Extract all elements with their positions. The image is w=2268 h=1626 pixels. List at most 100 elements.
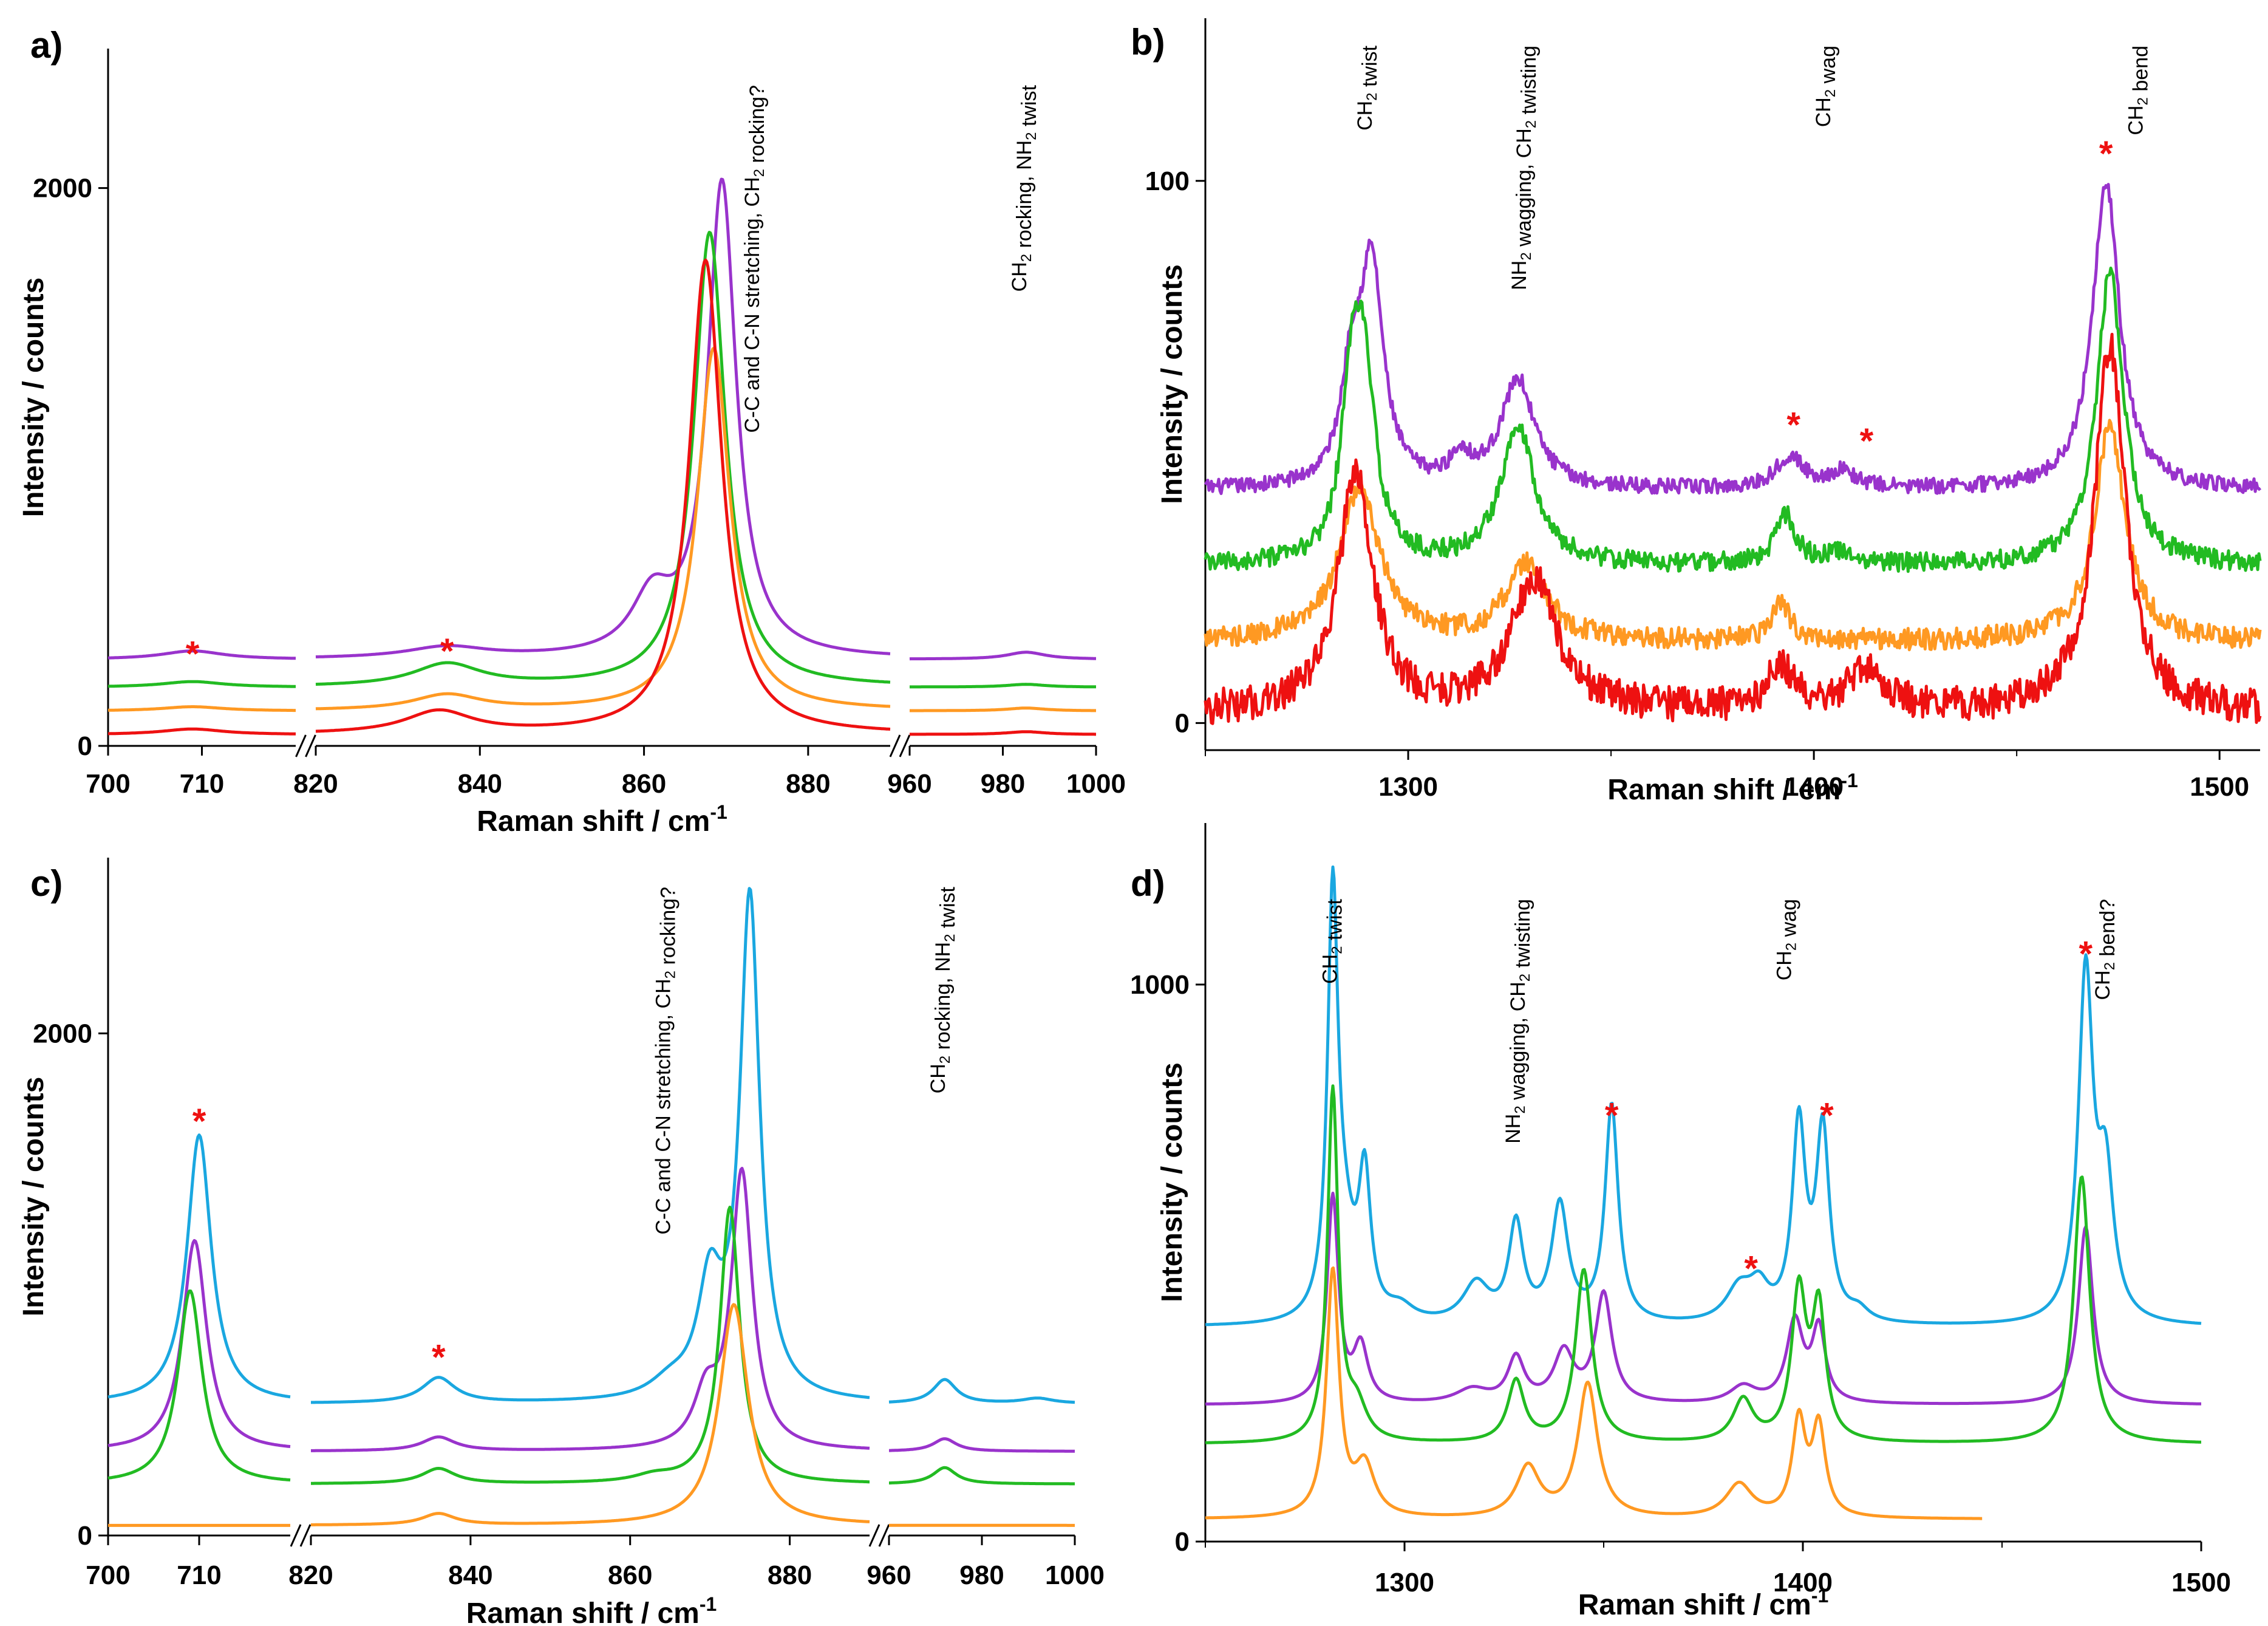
x-tick-label: 700 xyxy=(86,1560,130,1590)
series-blue-line xyxy=(888,1378,1075,1404)
x-tick-label: 820 xyxy=(288,1560,333,1590)
x-tick-label: 880 xyxy=(768,1560,812,1590)
x-tick-label: 700 xyxy=(86,769,130,799)
series-green-line xyxy=(107,680,296,688)
band-annotation: CH2 bend xyxy=(2124,46,2152,135)
axis-break-mark xyxy=(305,734,316,757)
peak-star-marker: * xyxy=(440,632,454,671)
y-axis-title: Intensity / counts xyxy=(1156,264,1188,504)
x-axis-title: Raman shift / cm-1 xyxy=(477,801,727,838)
y-tick-label: 1000 xyxy=(1130,970,1190,1000)
x-tick-label: 840 xyxy=(448,1560,492,1590)
panel-c: c) 0 2000 Intensity / counts 700 710 820 840 860… xyxy=(18,858,1105,1626)
series-red-line xyxy=(909,730,1097,736)
axis-break-mark xyxy=(295,734,307,757)
axis-break-mark xyxy=(868,1524,880,1547)
band-annotation: C-C and C-N stretching, CH2 rocking? xyxy=(741,85,769,433)
series-purple-line xyxy=(1204,183,2262,496)
band-annotation: CH2 bend? xyxy=(2091,899,2119,1000)
x-tick-label: 1500 xyxy=(2171,1568,2231,1597)
panel-label: c) xyxy=(30,863,63,904)
band-annotation: CH2 twist xyxy=(1318,898,1346,983)
series-red-line xyxy=(107,727,296,736)
x-axis-title: Raman shift / cm-1 xyxy=(1607,770,1858,806)
peak-star-marker: * xyxy=(2099,134,2113,174)
x-tick-label: 980 xyxy=(981,769,1025,799)
y-axis-title: Intensity / counts xyxy=(18,1077,50,1317)
series-blue-line xyxy=(310,887,870,1404)
axis-break-mark xyxy=(290,1524,302,1547)
series-orange-line xyxy=(315,346,891,711)
series-purple-line xyxy=(909,651,1097,661)
band-annotation: C-C and C-N stretching, CH2 rocking? xyxy=(652,887,679,1235)
series-red-line xyxy=(315,258,891,733)
panel-b: b) 0 100 Intensity / counts 1300 1400 1500 Rama… xyxy=(1131,18,2262,806)
x-tick-label: 980 xyxy=(959,1560,1004,1590)
series-orange-line xyxy=(909,706,1097,712)
band-annotation: CH2 wag xyxy=(1812,46,1840,127)
x-tick-label: 1400 xyxy=(1773,1568,1833,1597)
y-tick-label: 0 xyxy=(78,731,92,761)
x-tick-label: 860 xyxy=(608,1560,652,1590)
band-annotation: CH2 wag xyxy=(1773,899,1800,980)
y-tick-label: 2000 xyxy=(33,1019,92,1048)
x-tick-label: 820 xyxy=(293,769,338,799)
panel-label: b) xyxy=(1131,22,1165,63)
axis-break-mark xyxy=(299,1524,312,1547)
panel-label: d) xyxy=(1131,863,1165,904)
x-tick-label: 1000 xyxy=(1066,769,1126,799)
series-green-line xyxy=(1204,266,2262,573)
series-green-line xyxy=(909,683,1097,689)
series-orange-line xyxy=(107,705,296,712)
y-tick-label: 0 xyxy=(78,1521,92,1551)
series-blue-line xyxy=(107,1133,291,1399)
series-green-line xyxy=(315,231,891,686)
peak-star-marker: * xyxy=(1860,422,1874,461)
x-tick-label: 1000 xyxy=(1045,1560,1105,1590)
series-green-line xyxy=(310,1206,870,1485)
series-red-line xyxy=(1204,332,2262,725)
peak-star-marker: * xyxy=(186,634,200,674)
series-orange-line xyxy=(1204,418,2262,652)
series-orange-line xyxy=(1205,1266,1983,1520)
x-tick-label: 710 xyxy=(177,1560,221,1590)
x-tick-label: 1300 xyxy=(1378,772,1438,802)
x-tick-label: 960 xyxy=(887,769,931,799)
x-tick-label: 880 xyxy=(786,769,830,799)
series-green-line xyxy=(1205,1084,2202,1444)
y-tick-label: 0 xyxy=(1175,708,1190,738)
y-tick-label: 100 xyxy=(1145,166,1190,196)
band-annotation: NH2 wagging, CH2 twisting xyxy=(1502,899,1534,1144)
y-axis-title: Intensity / counts xyxy=(18,278,50,518)
peak-star-marker: * xyxy=(432,1338,446,1378)
x-tick-label: 1300 xyxy=(1375,1568,1434,1597)
y-tick-label: 2000 xyxy=(33,174,92,203)
y-axis-title: Intensity / counts xyxy=(1156,1062,1188,1302)
peak-star-marker: * xyxy=(1605,1096,1619,1135)
series-green-line xyxy=(107,1290,291,1482)
x-tick-label: 1400 xyxy=(1784,772,1844,802)
x-axis-title: Raman shift / cm-1 xyxy=(466,1593,717,1626)
series-orange-line xyxy=(310,1303,870,1526)
panel-d: d) 0 1000 Intensity / counts 1300 1400 1500 Ram… xyxy=(1130,823,2231,1621)
series-purple-line xyxy=(315,177,891,658)
series-purple-line xyxy=(107,649,296,660)
x-axis-title: Raman shift / cm-1 xyxy=(1578,1585,1829,1621)
y-tick-label: 0 xyxy=(1175,1527,1190,1557)
peak-star-marker: * xyxy=(192,1102,206,1141)
panel-a: a) 0 2000 Intensity / counts 700 710 820 840 860… xyxy=(18,25,1126,838)
x-tick-label: 710 xyxy=(180,769,224,799)
series-purple-line xyxy=(107,1238,291,1449)
x-tick-label: 960 xyxy=(867,1560,911,1590)
band-annotation: CH2 twist xyxy=(1354,45,1381,130)
peak-star-marker: * xyxy=(1744,1249,1758,1289)
peak-star-marker: * xyxy=(1786,405,1800,445)
series-blue-line xyxy=(1205,865,2202,1327)
panel-label: a) xyxy=(30,25,63,66)
peak-star-marker: * xyxy=(2079,935,2093,974)
axis-break-mark xyxy=(878,1524,890,1547)
x-tick-label: 1500 xyxy=(2190,772,2249,802)
band-annotation: CH2 rocking, NH2 twist xyxy=(1008,84,1041,292)
peak-star-marker: * xyxy=(1820,1096,1834,1135)
